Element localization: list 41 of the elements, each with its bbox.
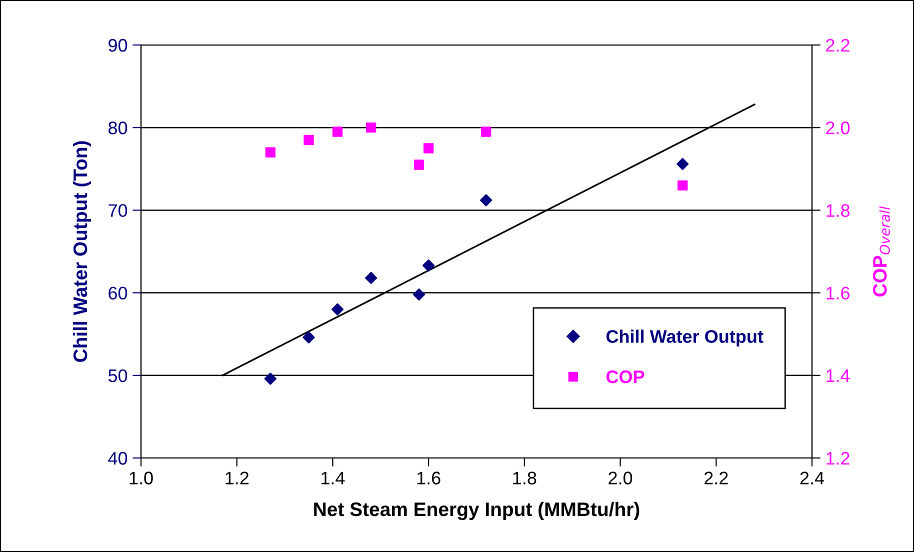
point [676,158,689,170]
point [366,122,376,133]
x-tick-label: 1.2 [226,472,248,484]
y-tick-label: 50 [108,369,128,382]
y-tick-label: 40 [108,452,128,465]
point [331,303,344,316]
y2-tick-label: 1.2 [826,452,850,465]
point [302,331,315,344]
point [480,194,492,206]
y2-tick-label: 1.6 [826,286,850,300]
point [304,134,314,146]
point [264,372,276,385]
x-tick-label: 2.2 [704,472,728,484]
x-tick-label: 1.6 [417,472,440,484]
y2-axis-title: COP$_{Overall}$ [872,206,890,296]
y2-tick-label: 1.4 [826,370,850,382]
point [423,143,434,154]
point [414,160,424,170]
legend-label: Chill Water Output [606,330,764,346]
y-tick-label: 90 [108,38,128,52]
x-tick-label: 2.0 [608,472,632,484]
y-tick-label: 80 [108,122,128,134]
point [678,180,688,191]
x-tick-label: 2.4 [800,472,824,484]
y2-tick-label: 1.8 [826,204,850,217]
point [481,126,492,137]
point [422,259,435,272]
x-tick-label: 1.0 [130,472,153,484]
x-tick-label: 1.4 [322,472,345,484]
y-axis-title: Chill Water Output (Ton) [72,141,92,362]
point [412,288,426,301]
x-tick-label: 1.8 [513,472,536,484]
y-tick-label: 70 [108,204,128,217]
point [364,272,378,284]
point [332,126,343,137]
legend-label: COP [606,370,644,384]
x-axis-title: Net Steam Energy Input (MMBtu/hr) [314,502,640,520]
y-tick-label: 60 [108,286,128,300]
y2-tick-label: 2.2 [826,38,850,52]
y2-tick-label: 2.0 [826,122,850,134]
point [265,147,276,158]
